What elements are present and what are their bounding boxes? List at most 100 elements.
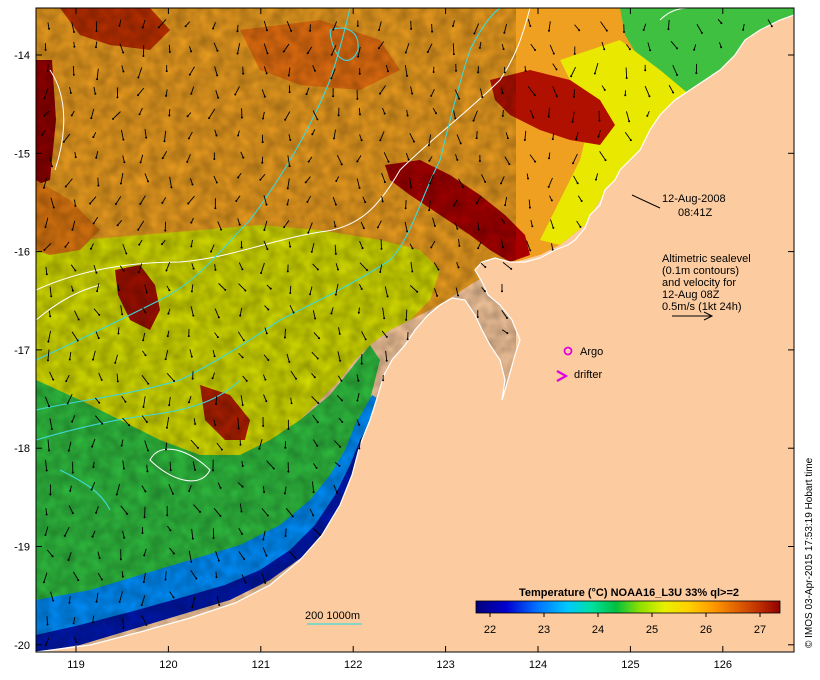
velocity-vector-head xyxy=(43,248,46,251)
velocity-vector-head xyxy=(310,250,313,253)
velocity-vector-head xyxy=(167,312,170,315)
velocity-vector-head xyxy=(534,49,537,52)
velocity-vector-head xyxy=(51,555,54,558)
velocity-vector xyxy=(624,131,632,141)
velocity-vector-head xyxy=(356,160,359,163)
velocity-vector-head xyxy=(459,142,462,145)
velocity-vector xyxy=(97,572,103,580)
velocity-vector-head xyxy=(45,273,48,276)
velocity-vector-head xyxy=(240,246,243,249)
velocity-vector xyxy=(381,330,388,338)
argo-label: Argo xyxy=(580,346,603,358)
colorbar-tick-label: 25 xyxy=(646,624,658,636)
velocity-vector xyxy=(137,67,143,78)
velocity-vector-head xyxy=(312,514,315,517)
velocity-vector-head xyxy=(44,644,47,647)
velocity-vector-head xyxy=(141,26,144,29)
velocity-vector-head xyxy=(357,55,360,58)
velocity-vector-head xyxy=(52,378,55,381)
velocity-vector xyxy=(215,90,219,98)
velocity-vector-head xyxy=(383,181,386,184)
velocity-vector-head xyxy=(529,249,532,252)
velocity-vector-head xyxy=(119,558,122,561)
velocity-vector xyxy=(500,176,505,184)
lat-tick-label: -19 xyxy=(14,542,30,554)
velocity-vector xyxy=(263,43,268,54)
velocity-vector xyxy=(90,108,95,119)
velocity-vector xyxy=(358,107,361,115)
velocity-vector-head xyxy=(334,293,337,296)
velocity-vector-head xyxy=(456,158,459,161)
velocity-vector xyxy=(409,132,415,142)
velocity-vector xyxy=(237,482,243,488)
velocity-vector-head xyxy=(316,357,319,360)
velocity-vector xyxy=(336,154,343,165)
velocity-vector xyxy=(433,262,439,270)
velocity-vector xyxy=(481,174,486,183)
velocity-vector-head xyxy=(124,400,127,403)
velocity-vector xyxy=(169,591,174,598)
velocity-vector-head xyxy=(92,358,95,361)
velocity-vector-head xyxy=(140,604,143,607)
velocity-vector xyxy=(577,195,583,202)
velocity-vector-head xyxy=(190,50,193,53)
velocity-vector xyxy=(190,439,199,449)
velocity-vector xyxy=(92,350,96,360)
velocity-vector-head xyxy=(69,91,72,94)
velocity-vector-head xyxy=(624,94,627,97)
velocity-vector-head xyxy=(137,94,140,97)
velocity-vector-head xyxy=(194,468,197,471)
velocity-vector xyxy=(333,485,338,493)
velocity-vector-head xyxy=(122,627,125,630)
velocity-vector-head xyxy=(405,318,408,321)
velocity-vector xyxy=(144,173,149,182)
velocity-vector xyxy=(359,262,368,271)
velocity-vector-head xyxy=(234,93,237,96)
velocity-vector xyxy=(169,461,172,471)
velocity-vector-head xyxy=(48,27,51,30)
velocity-vector xyxy=(381,172,386,183)
velocity-vector-head xyxy=(429,182,432,185)
velocity-vector-head xyxy=(125,252,128,255)
velocity-vector-head xyxy=(172,552,175,555)
velocity-vector xyxy=(139,195,146,205)
velocity-vector xyxy=(356,155,362,162)
velocity-vector xyxy=(143,572,146,583)
velocity-vector xyxy=(166,417,170,428)
argo-marker-icon xyxy=(563,346,573,356)
velocity-vector-head xyxy=(187,335,190,338)
velocity-vector xyxy=(378,21,382,31)
velocity-vector-head xyxy=(527,177,530,180)
velocity-vector xyxy=(647,42,651,51)
velocity-vector xyxy=(358,439,362,449)
velocity-vector-head xyxy=(43,114,46,117)
velocity-vector-head xyxy=(220,448,223,451)
velocity-vector-head xyxy=(551,138,554,141)
drifter-label: drifter xyxy=(574,369,602,381)
velocity-vector xyxy=(332,21,338,30)
velocity-vector-head xyxy=(605,29,608,32)
velocity-vector xyxy=(286,20,292,32)
velocity-vector xyxy=(261,508,269,516)
velocity-vector xyxy=(235,195,241,202)
velocity-vector xyxy=(504,196,508,206)
velocity-vector-head xyxy=(284,534,287,537)
velocity-vector-head xyxy=(190,92,193,95)
velocity-vector xyxy=(454,89,460,99)
velocity-vector xyxy=(165,349,169,360)
velocity-vector xyxy=(213,508,221,517)
velocity-vector-head xyxy=(387,160,390,163)
velocity-vector-head xyxy=(52,599,55,602)
velocity-vector xyxy=(47,439,50,451)
velocity-vector xyxy=(311,243,315,252)
velocity-vector-head xyxy=(416,290,419,293)
velocity-vector xyxy=(45,508,48,515)
velocity-vector xyxy=(43,572,48,583)
velocity-vector xyxy=(141,595,146,606)
velocity-vector xyxy=(625,67,628,78)
velocity-vector-head xyxy=(316,268,319,271)
velocity-vector xyxy=(144,284,148,293)
velocity-vector-head xyxy=(307,231,310,234)
velocity-vector-head xyxy=(360,362,363,365)
velocity-vector-head xyxy=(309,29,312,32)
